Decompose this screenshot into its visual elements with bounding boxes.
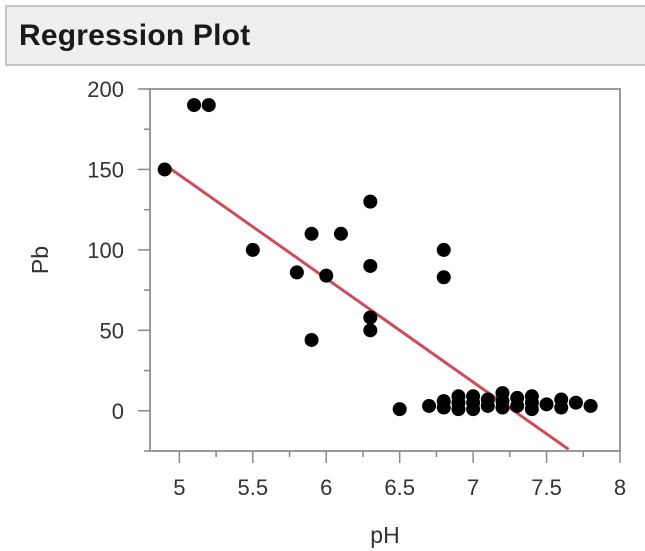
- x-tick-label: 7: [467, 475, 479, 500]
- y-tick-label: 150: [87, 157, 124, 182]
- data-point: [436, 400, 451, 415]
- data-point: [480, 398, 495, 413]
- y-tick-label: 0: [112, 399, 124, 424]
- data-point: [466, 402, 481, 417]
- x-tick-label: 5.5: [238, 475, 269, 500]
- data-point: [568, 395, 583, 410]
- data-point: [289, 265, 304, 280]
- plot-frame: [149, 88, 621, 452]
- panel-title: Regression Plot: [19, 18, 251, 52]
- x-tick-label: 5: [173, 475, 185, 500]
- x-tick-label: 7.5: [531, 475, 562, 500]
- data-point: [304, 332, 319, 347]
- x-axis-title: pH: [370, 522, 399, 548]
- x-tick-label: 8: [614, 475, 626, 500]
- data-point: [187, 98, 202, 113]
- data-point: [201, 98, 216, 113]
- data-point: [451, 402, 466, 417]
- y-axis-title: Pb: [27, 246, 53, 274]
- y-tick-label: 50: [100, 318, 124, 343]
- x-tick-label: 6: [320, 475, 332, 500]
- data-point: [245, 242, 260, 257]
- data-point: [157, 162, 172, 177]
- data-point: [495, 400, 510, 415]
- x-tick-label: 6.5: [384, 475, 415, 500]
- data-point: [583, 398, 598, 413]
- axes-group: 0 50 100 150 200 5 5.5 6 6.5 7 7.5 8: [87, 77, 626, 500]
- data-point: [304, 226, 319, 241]
- y-tick-label: 200: [87, 77, 124, 102]
- data-point: [539, 397, 554, 412]
- y-tick-label: 100: [87, 238, 124, 263]
- data-point: [319, 268, 334, 283]
- data-point: [436, 270, 451, 285]
- data-point: [524, 402, 539, 417]
- data-point: [554, 400, 569, 415]
- data-point: [363, 310, 378, 325]
- data-point: [422, 398, 437, 413]
- data-point: [363, 194, 378, 209]
- data-point: [392, 402, 407, 417]
- data-point: [436, 242, 451, 257]
- data-point: [363, 258, 378, 273]
- data-point: [363, 323, 378, 338]
- data-point: [333, 226, 348, 241]
- points-group: [157, 98, 598, 417]
- panel-header[interactable]: Regression Plot: [5, 5, 645, 66]
- data-point: [510, 398, 525, 413]
